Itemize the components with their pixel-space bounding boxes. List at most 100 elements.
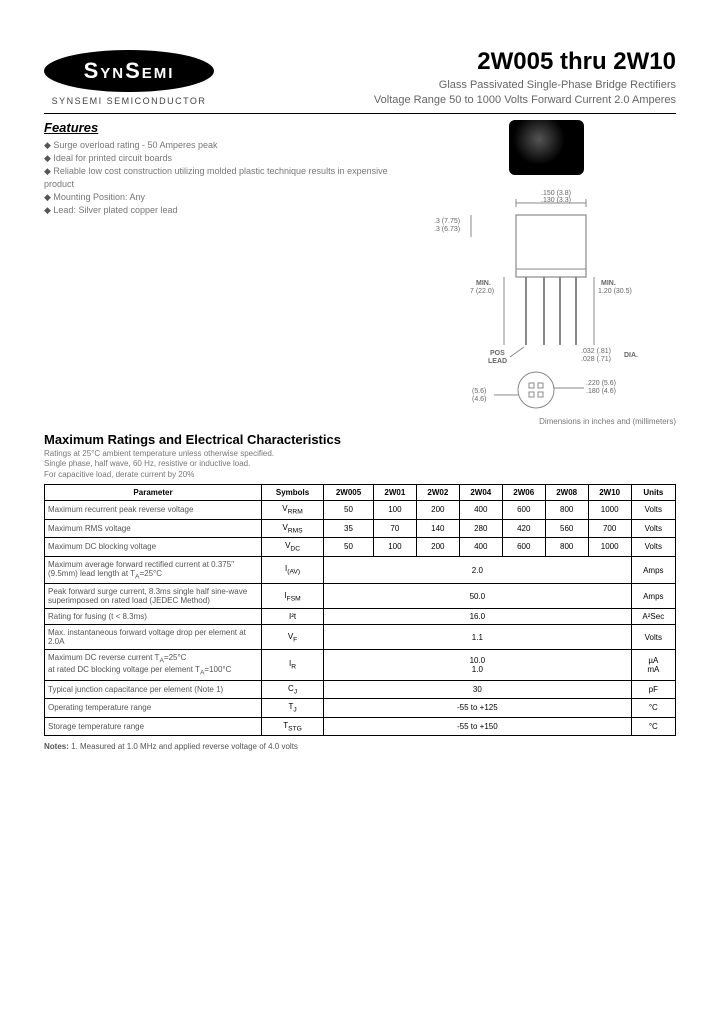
- value-cell: 600: [502, 500, 545, 519]
- value-cell: 200: [416, 538, 459, 557]
- table-header-cell: Parameter: [45, 484, 262, 500]
- table-row: Maximum average forward rectified curren…: [45, 556, 676, 584]
- table-header-cell: 2W04: [459, 484, 502, 500]
- unit-cell: A²Sec: [631, 609, 675, 625]
- param-cell: Max. instantaneous forward voltage drop …: [45, 625, 262, 650]
- value-cell: 200: [416, 500, 459, 519]
- value-cell: 280: [459, 519, 502, 538]
- ratings-subtext: Ratings at 25°C ambient temperature unle…: [44, 449, 676, 480]
- table-row: Operating temperature rangeTJ-55 to +125…: [45, 699, 676, 718]
- feature-item: Surge overload rating - 50 Amperes peak: [44, 139, 406, 152]
- logo-subtitle: SYNSEMI SEMICONDUCTOR: [52, 96, 207, 106]
- table-header-cell: Symbols: [262, 484, 324, 500]
- value-cell: 140: [416, 519, 459, 538]
- symbol-cell: VRRM: [262, 500, 324, 519]
- table-row: Maximum DC reverse current TA=25°Cat rat…: [45, 650, 676, 680]
- unit-cell: pF: [631, 680, 675, 699]
- diagram-column: .150 (3.8) .130 (3.3) .3 (7.75) .3 (6.73…: [406, 120, 676, 426]
- param-cell: Operating temperature range: [45, 699, 262, 718]
- spec-table-head: ParameterSymbols2W0052W012W022W042W062W0…: [45, 484, 676, 500]
- symbol-cell: VRMS: [262, 519, 324, 538]
- symbol-cell: VF: [262, 625, 324, 650]
- value-cell: 400: [459, 500, 502, 519]
- unit-cell: Volts: [631, 519, 675, 538]
- param-cell: Peak forward surge current, 8.3ms single…: [45, 584, 262, 609]
- dim-min-left: MIN.: [476, 280, 491, 287]
- param-cell: Maximum DC reverse current TA=25°Cat rat…: [45, 650, 262, 680]
- unit-cell: Amps: [631, 584, 675, 609]
- symbol-cell: I(AV): [262, 556, 324, 584]
- title-block: 2W005 thru 2W10 Glass Passivated Single-…: [374, 48, 676, 109]
- value-cell: 800: [545, 500, 588, 519]
- unit-cell: °C: [631, 699, 675, 718]
- table-row: Max. instantaneous forward voltage drop …: [45, 625, 676, 650]
- symbol-cell: IFSM: [262, 584, 324, 609]
- svg-text:7 (22.0): 7 (22.0): [470, 288, 494, 295]
- component-photo: [509, 120, 584, 175]
- value-span-cell: -55 to +150: [324, 717, 632, 736]
- part-subtitle: Glass Passivated Single-Phase Bridge Rec…: [374, 78, 676, 109]
- features-list: Surge overload rating - 50 Amperes peak …: [44, 139, 406, 217]
- dim-side: .3 (7.75): [434, 218, 460, 225]
- table-row: Maximum recurrent peak reverse voltageVR…: [45, 500, 676, 519]
- spec-table: ParameterSymbols2W0052W012W022W042W062W0…: [44, 484, 676, 736]
- feature-item: Mounting Position: Any: [44, 191, 406, 204]
- spec-table-body: Maximum recurrent peak reverse voltageVR…: [45, 500, 676, 735]
- dim-top: .150 (3.8): [541, 190, 571, 197]
- svg-text:.3 (6.73): .3 (6.73): [434, 226, 460, 233]
- value-cell: 600: [502, 538, 545, 557]
- datasheet-page: SynSemi SYNSEMI SEMICONDUCTOR 2W005 thru…: [0, 0, 720, 771]
- svg-text:1.20 (30.5): 1.20 (30.5): [598, 288, 632, 295]
- table-header-cell: 2W10: [588, 484, 631, 500]
- svg-text:(4.6): (4.6): [472, 396, 486, 403]
- value-span-cell: -55 to +125: [324, 699, 632, 718]
- unit-cell: Volts: [631, 625, 675, 650]
- pos-lead-label: POS: [490, 350, 505, 357]
- value-cell: 700: [588, 519, 631, 538]
- notes-text: 1. Measured at 1.0 MHz and applied rever…: [71, 742, 298, 751]
- features-heading: Features: [44, 120, 406, 135]
- feature-item: Ideal for printed circuit boards: [44, 152, 406, 165]
- subtitle-line2: Voltage Range 50 to 1000 Volts Forward C…: [374, 94, 676, 106]
- param-cell: Typical junction capacitance per element…: [45, 680, 262, 699]
- param-cell: Maximum recurrent peak reverse voltage: [45, 500, 262, 519]
- ratings-sub2: Single phase, half wave, 60 Hz, resistiv…: [44, 459, 250, 468]
- param-cell: Maximum average forward rectified curren…: [45, 556, 262, 584]
- part-title: 2W005 thru 2W10: [374, 48, 676, 76]
- table-row: Typical junction capacitance per element…: [45, 680, 676, 699]
- header: SynSemi SYNSEMI SEMICONDUCTOR 2W005 thru…: [44, 48, 676, 109]
- dim-round-b: (5.6): [472, 388, 486, 395]
- table-header-cell: 2W005: [324, 484, 374, 500]
- value-cell: 420: [502, 519, 545, 538]
- ratings-heading: Maximum Ratings and Electrical Character…: [44, 432, 676, 447]
- value-cell: 100: [373, 500, 416, 519]
- notes: Notes: 1. Measured at 1.0 MHz and applie…: [44, 742, 676, 751]
- svg-text:DIA.: DIA.: [624, 352, 638, 359]
- table-row: Peak forward surge current, 8.3ms single…: [45, 584, 676, 609]
- value-span-cell: 50.0: [324, 584, 632, 609]
- svg-text:.180 (4.6): .180 (4.6): [586, 388, 616, 395]
- symbol-cell: IR: [262, 650, 324, 680]
- dim-round-a: .220 (5.6): [586, 380, 616, 387]
- value-cell: 1000: [588, 500, 631, 519]
- table-row: Maximum DC blocking voltageVDC5010020040…: [45, 538, 676, 557]
- symbol-cell: TSTG: [262, 717, 324, 736]
- package-diagram: .150 (3.8) .130 (3.3) .3 (7.75) .3 (6.73…: [426, 185, 666, 415]
- value-span-cell: 2.0: [324, 556, 632, 584]
- value-span-cell: 30: [324, 680, 632, 699]
- mid-section: Features Surge overload rating - 50 Ampe…: [44, 120, 676, 426]
- symbol-cell: I²t: [262, 609, 324, 625]
- company-logo: SynSemi: [44, 50, 214, 92]
- svg-text:.130 (3.3): .130 (3.3): [541, 197, 571, 204]
- param-cell: Storage temperature range: [45, 717, 262, 736]
- svg-text:LEAD: LEAD: [488, 358, 507, 365]
- unit-cell: µAmA: [631, 650, 675, 680]
- value-span-cell: 1.1: [324, 625, 632, 650]
- svg-text:.028 (.71): .028 (.71): [581, 356, 611, 363]
- value-span-cell: 16.0: [324, 609, 632, 625]
- dim-min-right: MIN.: [601, 280, 616, 287]
- table-header-cell: Units: [631, 484, 675, 500]
- value-cell: 50: [324, 500, 374, 519]
- table-header-cell: 2W01: [373, 484, 416, 500]
- logo-block: SynSemi SYNSEMI SEMICONDUCTOR: [44, 50, 214, 106]
